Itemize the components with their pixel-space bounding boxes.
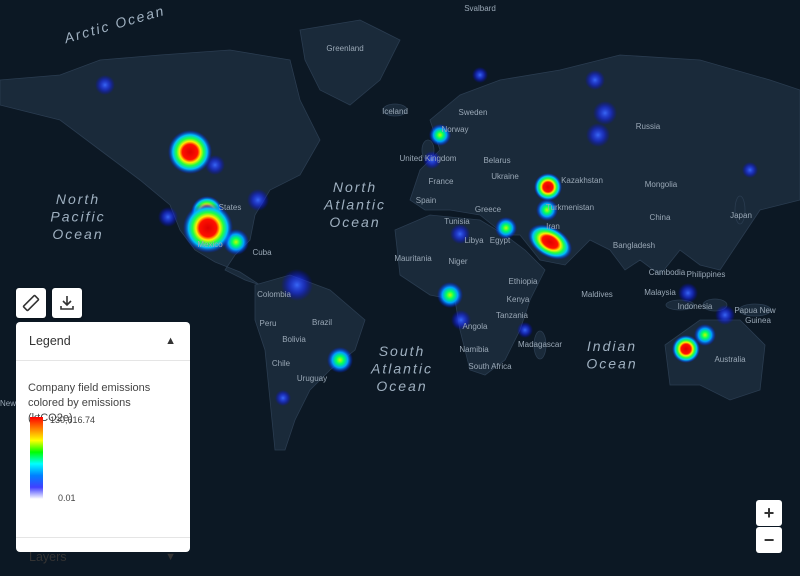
place-label: Norway (441, 125, 468, 134)
place-label: Malaysia (644, 288, 676, 297)
measure-button[interactable] (16, 288, 46, 318)
ocean-label: North Atlantic Ocean (323, 179, 386, 230)
place-label: Namibia (459, 345, 489, 354)
legend-min-label: 0.01 (58, 493, 76, 503)
legend-header[interactable]: Legend ▲ (16, 322, 190, 360)
place-label: Sweden (459, 108, 488, 117)
place-label: Maldives (581, 290, 613, 299)
place-label: Egypt (490, 236, 511, 245)
place-label: Tunisia (444, 217, 470, 226)
place-label: France (429, 177, 454, 186)
place-label: Ukraine (491, 172, 519, 181)
ocean-label: North Pacific Ocean (50, 191, 105, 242)
place-label: Niger (448, 257, 467, 266)
legend-description: Company field emissions colored by emiss… (28, 381, 178, 426)
legend-body: Company field emissions colored by emiss… (16, 360, 190, 537)
place-label: Japan (730, 211, 752, 220)
place-label: Bangladesh (613, 241, 655, 250)
place-label: Ethiopia (509, 277, 538, 286)
place-label: Iceland (382, 107, 408, 116)
ocean-label-line: Atlantic (370, 360, 433, 376)
place-label: United Kingdom (400, 154, 457, 163)
place-label: Cuba (252, 248, 272, 257)
ocean-label-line: South (379, 343, 426, 359)
chevron-down: ▼ (165, 551, 176, 563)
place-label: Peru (260, 319, 277, 328)
place-label: Philippines (687, 270, 726, 279)
ocean-label-line: Indian (587, 338, 637, 354)
place-label: Kazakhstan (561, 176, 603, 185)
place-label: Australia (714, 355, 746, 364)
ocean-label: Arctic Ocean (61, 2, 166, 46)
place-label: Papua New (734, 306, 776, 315)
place-label: Angola (463, 322, 488, 331)
zoom-out-button[interactable]: − (756, 527, 782, 553)
place-label: Greenland (326, 44, 363, 53)
ocean-label-line: Arctic Ocean (61, 2, 166, 46)
place-label: Mauritania (394, 254, 432, 263)
legend-max-label: 130,616.74 (50, 415, 96, 425)
ocean-label: South Atlantic Ocean (370, 343, 433, 394)
place-label: States (219, 203, 242, 212)
place-label: Belarus (483, 156, 510, 165)
place-label: Cambodia (649, 268, 686, 277)
page: Arctic Ocean North Pacific Ocean North Atlant… (0, 0, 800, 564)
legend-panel: Legend ▲ Company field emissions colored … (16, 322, 190, 564)
ocean-label-line: Ocean (52, 226, 103, 242)
legend-title: Legend (29, 334, 71, 348)
layers-header[interactable]: Layers ▼ (16, 537, 190, 576)
place-label: Greece (475, 205, 502, 214)
ocean-label-line: North (56, 191, 100, 207)
place-label: Indonesia (678, 302, 713, 311)
place-label: Mexico (197, 240, 223, 249)
ocean-label-line: Ocean (329, 214, 380, 230)
ruler-icon (22, 294, 40, 312)
place-label: Russia (636, 122, 661, 131)
place-label: Tanzania (496, 311, 529, 320)
chevron-up: ▲ (165, 335, 176, 347)
ocean-label: Indian Ocean (586, 338, 637, 372)
ocean-label-line: North (333, 179, 377, 195)
place-label: Libya (464, 236, 484, 245)
legend-description-line: Company field emissions (28, 382, 151, 394)
download-button[interactable] (52, 288, 82, 318)
place-label: China (650, 213, 671, 222)
place-label: Chile (272, 359, 291, 368)
ocean-label-line: Ocean (586, 355, 637, 371)
place-label: Svalbard (464, 4, 496, 13)
heatmap (95, 67, 758, 406)
download-icon (60, 296, 74, 310)
place-label: Spain (416, 196, 436, 205)
place-label: South Africa (468, 362, 512, 371)
color-ramp (30, 417, 43, 499)
place-label: Kenya (507, 295, 530, 304)
zoom-in-button[interactable]: + (756, 500, 782, 526)
ocean-label-line: Atlantic (323, 196, 386, 212)
ocean-label-line: Pacific (50, 208, 105, 224)
place-label: Mongolia (645, 180, 678, 189)
layers-title: Layers (29, 550, 67, 564)
place-label: Madagascar (518, 340, 562, 349)
place-label: Turkmenistan (546, 203, 594, 212)
place-label: New (0, 399, 16, 408)
place-label: Guinea (745, 316, 771, 325)
place-label: Brazil (312, 318, 332, 327)
place-label: Iran (546, 222, 560, 231)
place-label: Uruguay (297, 374, 327, 383)
place-label: Bolivia (282, 335, 306, 344)
place-label: Colombia (257, 290, 291, 299)
ocean-label-line: Ocean (376, 378, 427, 394)
